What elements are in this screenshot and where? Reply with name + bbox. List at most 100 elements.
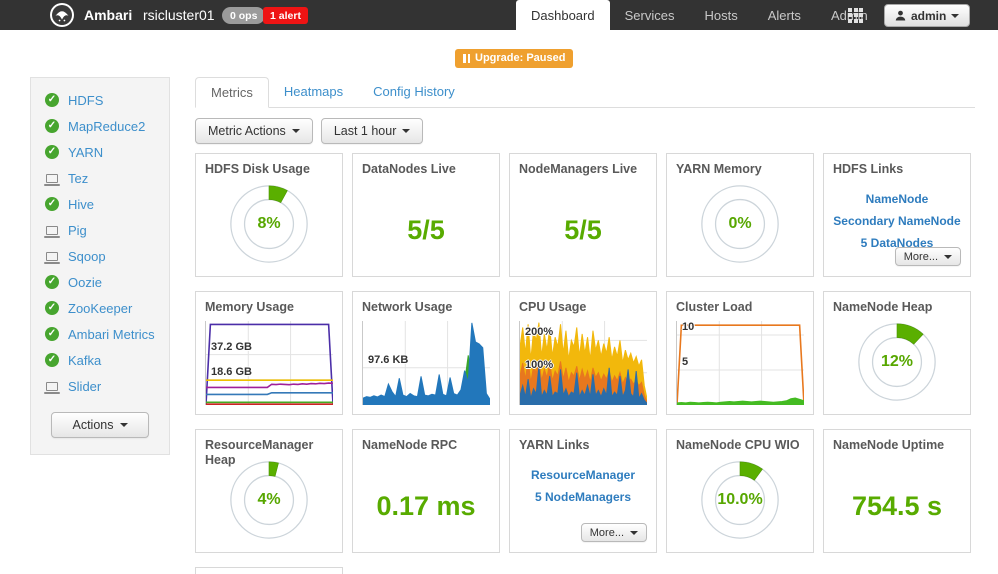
widget-link[interactable]: 5 DataNodes xyxy=(860,236,934,250)
pause-icon xyxy=(463,53,470,63)
services-list: HDFS MapReduce2 YARN Tez Hive Pig Sqoop xyxy=(31,87,169,399)
service-link[interactable]: Slider xyxy=(68,378,102,394)
widget-hdfs-disk-usage[interactable]: HDFS Disk Usage 8% xyxy=(195,153,343,277)
widget-namenode-heap[interactable]: NameNode Heap 12% xyxy=(823,291,971,415)
widget-link[interactable]: NameNode xyxy=(865,192,929,206)
cluster-name[interactable]: rsicluster01 xyxy=(143,7,215,23)
sidebar-service-item[interactable]: MapReduce2 xyxy=(31,113,169,139)
chevron-down-icon xyxy=(402,129,411,133)
widget-title: Network Usage xyxy=(362,300,453,314)
service-link[interactable]: Kafka xyxy=(68,352,102,368)
dashboard-main: Metrics Heatmaps Config History Metric Act… xyxy=(195,77,975,574)
service-link[interactable]: Hive xyxy=(68,196,95,212)
nav-item[interactable]: Services xyxy=(624,8,675,23)
widget-resourcemanager-heap[interactable]: ResourceManager Heap 4% xyxy=(195,429,343,553)
sidebar-service-item[interactable]: Tez xyxy=(31,165,169,191)
upgrade-status-badge[interactable]: Upgrade: Paused xyxy=(455,49,574,68)
main-navigation: DashboardServicesHostsAlertsAdmin xyxy=(516,0,883,30)
sidebar-service-item[interactable]: Kafka xyxy=(31,347,169,373)
sidebar-service-item[interactable]: Pig xyxy=(31,217,169,243)
widget-yarn-memory[interactable]: YARN Memory 0% xyxy=(666,153,814,277)
dashboard-tab[interactable]: Metrics xyxy=(195,77,269,108)
upgrade-status-label: Upgrade: Paused xyxy=(475,52,566,64)
widget-title: NameNode RPC xyxy=(362,438,458,452)
widget-cluster-load[interactable]: Cluster Load 10 5 xyxy=(666,291,814,415)
user-name: admin xyxy=(911,8,947,23)
service-link[interactable]: Tez xyxy=(68,170,89,186)
service-link[interactable]: HDFS xyxy=(68,92,104,108)
widget-network-usage[interactable]: Network Usage 97.6 KB xyxy=(352,291,500,415)
widget-memory-usage[interactable]: Memory Usage 37.2 GB 18.6 GB xyxy=(195,291,343,415)
actions-dropdown-button[interactable]: Actions xyxy=(51,412,149,438)
gauge-value: 0% xyxy=(728,214,752,232)
network-usage-chart: 97.6 KB xyxy=(362,321,490,405)
service-status-icon xyxy=(45,327,59,341)
sidebar-service-item[interactable]: HDFS xyxy=(31,87,169,113)
widget-resourcemanager-uptime[interactable]: ResourceManager Uptime xyxy=(195,567,343,574)
dashboard-tab[interactable]: Heatmaps xyxy=(283,84,344,99)
widget-title: NodeManagers Live xyxy=(519,162,638,176)
sidebar-service-item[interactable]: ZooKeeper xyxy=(31,295,169,321)
apps-grid-icon[interactable] xyxy=(848,8,864,23)
sidebar-service-item[interactable]: Slider xyxy=(31,373,169,399)
ambari-logo-icon xyxy=(50,3,74,27)
chevron-down-icon xyxy=(630,530,638,535)
user-menu-button[interactable]: admin xyxy=(884,4,971,27)
alert-count-badge[interactable]: 1 alert xyxy=(263,7,308,24)
service-link[interactable]: YARN xyxy=(68,144,104,160)
service-status-icon xyxy=(44,226,60,238)
more-links-button[interactable]: More... xyxy=(580,523,647,542)
sidebar-service-item[interactable]: YARN xyxy=(31,139,169,165)
sidebar-service-item[interactable]: Oozie xyxy=(31,269,169,295)
cluster-load-chart: 10 5 xyxy=(676,321,804,405)
nav-item[interactable]: Hosts xyxy=(704,8,738,23)
widget-nodemanagers-live[interactable]: NodeManagers Live 5/5 xyxy=(509,153,657,277)
widget-link[interactable]: ResourceManager xyxy=(530,468,636,482)
gauge-value: 8% xyxy=(257,214,281,232)
memory-usage-chart: 37.2 GB 18.6 GB xyxy=(205,321,333,405)
gauge-value: 10.0% xyxy=(717,490,763,508)
service-status-icon xyxy=(45,275,59,289)
widget-value: 0.17 ms xyxy=(376,490,476,521)
service-link[interactable]: Sqoop xyxy=(68,248,106,264)
widget-title: YARN Links xyxy=(519,438,590,452)
time-range-button[interactable]: Last 1 hour xyxy=(320,118,424,144)
widget-link[interactable]: 5 NodeManagers xyxy=(534,490,632,504)
sidebar-service-item[interactable]: Hive xyxy=(31,191,169,217)
more-links-button[interactable]: More... xyxy=(894,247,961,266)
yarn-links-list: ResourceManager 5 NodeManagers xyxy=(519,468,647,504)
widget-namenode-cpu-wio[interactable]: NameNode CPU WIO 10.0% xyxy=(666,429,814,553)
service-link[interactable]: Pig xyxy=(68,222,87,238)
dashboard-tab[interactable]: Config History xyxy=(373,84,455,99)
widget-hdfs-links[interactable]: HDFS Links NameNode Secondary NameNode 5 D… xyxy=(823,153,971,277)
nav-item[interactable]: Dashboard xyxy=(516,0,610,30)
donut-gauge: 0% xyxy=(696,180,784,268)
widget-link[interactable]: Secondary NameNode xyxy=(833,214,961,228)
service-link[interactable]: ZooKeeper xyxy=(68,300,133,316)
operations-count-badge[interactable]: 0 ops xyxy=(222,7,266,24)
service-link[interactable]: Ambari Metrics xyxy=(68,326,155,342)
widget-namenode-rpc[interactable]: NameNode RPC 0.17 ms xyxy=(352,429,500,553)
service-status-icon xyxy=(45,93,59,107)
widget-yarn-links[interactable]: YARN Links ResourceManager 5 NodeManagers… xyxy=(509,429,657,553)
nav-item[interactable]: Alerts xyxy=(767,8,801,23)
sidebar-service-item[interactable]: Ambari Metrics xyxy=(31,321,169,347)
service-status-icon xyxy=(45,145,59,159)
widget-namenode-uptime[interactable]: NameNode Uptime 754.5 s xyxy=(823,429,971,553)
widget-cpu-usage[interactable]: CPU Usage 200% 100% xyxy=(509,291,657,415)
service-status-icon xyxy=(45,353,59,367)
service-link[interactable]: MapReduce2 xyxy=(68,118,146,134)
widget-datanodes-live[interactable]: DataNodes Live 5/5 xyxy=(352,153,500,277)
widget-title: NameNode CPU WIO xyxy=(676,438,800,452)
app-title: Ambari xyxy=(84,7,133,23)
metric-actions-button[interactable]: Metric Actions xyxy=(195,118,313,144)
donut-gauge: 12% xyxy=(853,318,941,406)
user-icon xyxy=(895,10,906,21)
sidebar-service-item[interactable]: Sqoop xyxy=(31,243,169,269)
axis-tick-label: 100% xyxy=(525,358,554,371)
widget-title: NameNode Heap xyxy=(833,300,933,314)
widget-title: YARN Memory xyxy=(676,162,762,176)
axis-tick-label: 5 xyxy=(682,356,689,369)
service-link[interactable]: Oozie xyxy=(68,274,102,290)
service-status-icon xyxy=(44,252,60,264)
